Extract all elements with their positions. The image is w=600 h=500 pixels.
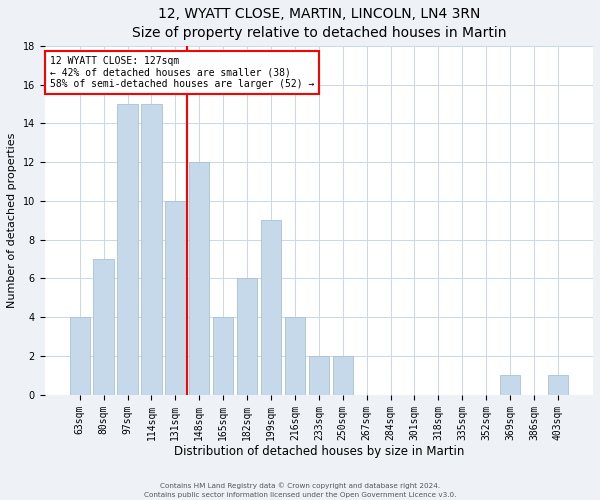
Text: 12 WYATT CLOSE: 127sqm
← 42% of detached houses are smaller (38)
58% of semi-det: 12 WYATT CLOSE: 127sqm ← 42% of detached…	[50, 56, 314, 90]
Bar	[332, 356, 353, 395]
Text: Contains HM Land Registry data © Crown copyright and database right 2024.
Contai: Contains HM Land Registry data © Crown c…	[144, 482, 456, 498]
Bar	[94, 259, 114, 394]
Bar	[118, 104, 137, 395]
Bar	[189, 162, 209, 394]
Bar	[308, 356, 329, 395]
Bar	[165, 201, 185, 394]
Bar	[548, 375, 568, 394]
Bar	[237, 278, 257, 394]
Y-axis label: Number of detached properties: Number of detached properties	[7, 132, 17, 308]
Bar	[500, 375, 520, 394]
Title: 12, WYATT CLOSE, MARTIN, LINCOLN, LN4 3RN
Size of property relative to detached : 12, WYATT CLOSE, MARTIN, LINCOLN, LN4 3R…	[131, 7, 506, 40]
Bar	[70, 317, 90, 394]
Bar	[141, 104, 161, 395]
Bar	[285, 317, 305, 394]
X-axis label: Distribution of detached houses by size in Martin: Distribution of detached houses by size …	[173, 445, 464, 458]
Bar	[261, 220, 281, 394]
Bar	[213, 317, 233, 394]
